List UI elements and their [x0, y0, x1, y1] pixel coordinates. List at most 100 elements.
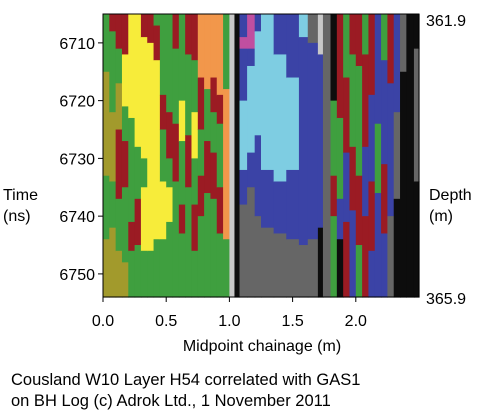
heatmap-cell-17-1 — [210, 77, 218, 113]
heatmap-cell-11-2 — [172, 123, 180, 183]
heatmap-cell-23-3 — [247, 152, 256, 188]
depth-top-label: 361.9 — [426, 13, 466, 30]
heatmap-cell-10-4 — [166, 221, 174, 298]
heatmap-cell-22-0 — [239, 14, 248, 38]
heatmap-cell-19-0 — [223, 14, 230, 90]
heatmap-cell-1-2 — [109, 112, 117, 183]
heatmap-cell-9-3 — [159, 181, 167, 240]
heatmap-cell-15-4 — [197, 216, 205, 298]
heatmap-cell-29-2 — [307, 239, 319, 298]
heatmap-cell-6-1 — [140, 37, 148, 159]
y-tick-label-3: 6740 — [59, 209, 95, 226]
y-axis-label-left-line1: Time — [3, 187, 38, 204]
heatmap-cell-15-1 — [197, 77, 205, 131]
heatmap-cell-32-0 — [330, 14, 338, 102]
heatmap-cell-3-1 — [121, 54, 129, 108]
heatmap-cell-45-0 — [413, 14, 420, 50]
heatmap-cell-10-0 — [166, 14, 174, 113]
heatmap-cell-40-3 — [381, 233, 388, 298]
heatmap-cell-40-2 — [381, 164, 388, 235]
heatmap-cell-9-1 — [159, 94, 167, 131]
heatmap-cell-30-2 — [317, 227, 324, 298]
heatmap-cell-6-3 — [140, 187, 148, 252]
heatmap-cell-30-1 — [317, 54, 324, 229]
heatmap-cell-17-3 — [210, 152, 218, 200]
heatmap-cell-9-0 — [159, 14, 167, 96]
heatmap-cell-37-1 — [362, 54, 370, 148]
heatmap-cell-42-1 — [393, 112, 401, 200]
heatmap-cell-36-1 — [355, 65, 363, 177]
heatmap-cell-35-3 — [349, 210, 357, 298]
heatmap-cell-37-0 — [362, 14, 370, 56]
heatmap-cell-30-0 — [317, 14, 324, 56]
heatmap-cell-1-0 — [109, 14, 117, 32]
heatmap-cell-4-2 — [128, 221, 136, 252]
heatmap-cell-26-3 — [273, 233, 287, 298]
heatmap-cell-32-1 — [330, 100, 338, 177]
caption-line-2: on BH Log (c) Adrok Ltd., 1 November 201… — [11, 392, 331, 410]
heatmap-cell-4-3 — [128, 250, 136, 298]
heatmap-cell-6-0 — [140, 14, 148, 38]
heatmap-cell-22-5 — [239, 204, 248, 298]
heatmap-cell-42-0 — [393, 14, 401, 113]
heatmap-cell-15-2 — [197, 129, 205, 177]
heatmap-cell-38-0 — [368, 14, 376, 96]
heatmap-cell-22-1 — [239, 37, 248, 50]
heatmap-cell-27-3 — [286, 239, 300, 298]
heatmap-cell-24-0 — [254, 14, 262, 32]
heatmap-cell-41-1 — [387, 83, 395, 217]
heatmap-cell-16-2 — [204, 141, 212, 194]
heatmap-cell-21-0 — [234, 14, 241, 298]
heatmap-cell-34-2 — [343, 152, 351, 223]
heatmap-cell-19-2 — [223, 239, 230, 298]
y-tick-labels: 6710 6720 6730 6740 6750 — [59, 36, 95, 284]
heatmap-cell-26-0 — [273, 14, 287, 56]
heatmap-cell-2-1 — [115, 48, 123, 84]
heatmap-cell-43-1 — [400, 71, 407, 298]
heatmap-cell-33-0 — [336, 14, 344, 119]
heatmap-cell-19-1 — [223, 89, 230, 240]
heatmap-cell-18-3 — [216, 187, 224, 235]
heatmap-cell-14-3 — [191, 158, 199, 206]
heatmap-cell-4-1 — [128, 117, 136, 223]
heatmap-cell-37-2 — [362, 146, 370, 217]
heatmap-cell-17-4 — [210, 198, 218, 298]
heatmap-cell-43-0 — [400, 14, 407, 73]
y-tick-label-0: 6710 — [59, 36, 95, 53]
heatmap-cell-33-1 — [336, 117, 344, 200]
heatmap-cell-23-1 — [247, 48, 256, 67]
heatmap-cell-5-2 — [134, 198, 142, 246]
heatmap-cell-16-1 — [204, 89, 212, 142]
x-tick-labels: 0.0 0.5 1.0 1.5 2.0 — [92, 313, 367, 330]
heatmap-cell-12-2 — [178, 141, 186, 206]
heatmap-cell-33-2 — [336, 198, 344, 240]
heatmap-cell-25-0 — [261, 14, 275, 171]
heatmap-cell-36-0 — [355, 14, 363, 67]
y-tick-marks — [98, 42, 103, 275]
heatmap-cell-18-2 — [216, 123, 224, 188]
heatmap-cell-24-2 — [254, 135, 262, 217]
heatmap-cell-32-2 — [330, 175, 338, 217]
heatmap-cell-34-1 — [343, 77, 351, 154]
heatmap-cell-14-4 — [191, 204, 199, 252]
heatmap-cell-7-0 — [147, 14, 155, 44]
heatmap-cell-27-2 — [286, 169, 300, 240]
heatmap-cell-2-4 — [115, 198, 123, 252]
heatmap-cell-9-2 — [159, 129, 167, 183]
heatmap-cell-40-0 — [381, 14, 388, 61]
heatmap-cell-11-0 — [172, 14, 180, 50]
heatmap-cell-38-3 — [368, 250, 376, 298]
heatmap-cell-6-2 — [140, 158, 148, 188]
heatmap-cell-34-0 — [343, 14, 351, 79]
heatmap-cell-15-0 — [197, 14, 205, 79]
heatmap-cell-13-1 — [185, 54, 193, 136]
radargram-chart: 6710 6720 6730 6740 6750 0.0 0.5 1.0 1.5 2.0 Tim… — [3, 13, 472, 355]
heatmap-cell-35-2 — [349, 146, 357, 211]
heatmap-cell-32-3 — [330, 216, 338, 298]
y-tick-label-4: 6750 — [59, 267, 95, 284]
x-tick-label-3: 1.5 — [281, 313, 303, 330]
heatmap-cell-12-0 — [178, 14, 186, 102]
heatmap-cell-9-4 — [159, 239, 167, 298]
heatmap-cell-22-3 — [239, 100, 248, 171]
heatmap-cell-23-2 — [247, 65, 256, 154]
